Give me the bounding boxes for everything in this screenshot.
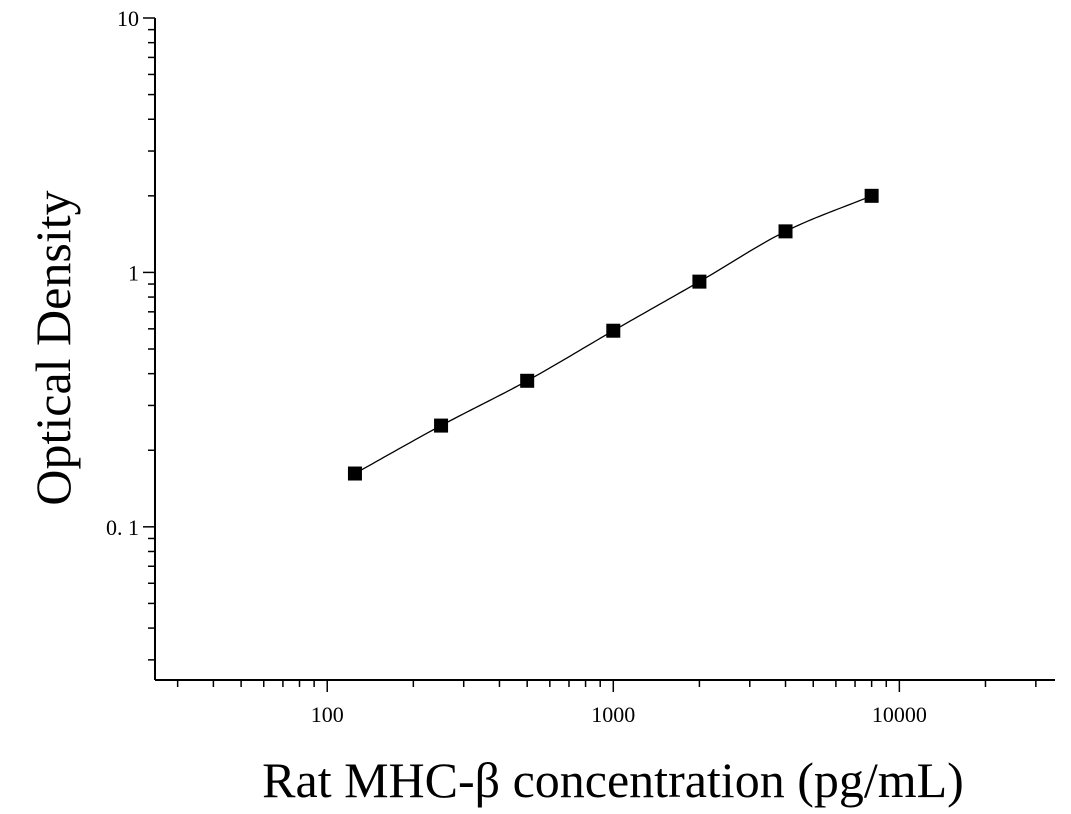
axes	[154, 18, 1055, 681]
x-tick-label: 100	[311, 702, 344, 727]
x-tick-label: 10000	[872, 702, 927, 727]
y-tick-label: 10	[117, 6, 139, 31]
data-points	[347, 188, 879, 481]
ticks	[143, 17, 1037, 692]
x-tick-label: 1000	[591, 702, 635, 727]
y-axis-title: Optical Density	[25, 190, 81, 505]
data-point	[606, 323, 621, 338]
data-point	[347, 466, 362, 481]
data-point	[864, 188, 879, 203]
data-point	[778, 224, 793, 239]
y-tick-label: 0. 1	[106, 515, 139, 540]
data-point	[692, 274, 707, 289]
y-tick-label: 1	[128, 260, 139, 285]
tick-labels: 100 1000 10000 0. 1 1 10	[106, 6, 927, 727]
data-point	[434, 418, 449, 433]
data-point	[520, 373, 535, 388]
x-axis-title: Rat MHC-β concentration (pg/mL)	[262, 752, 964, 808]
